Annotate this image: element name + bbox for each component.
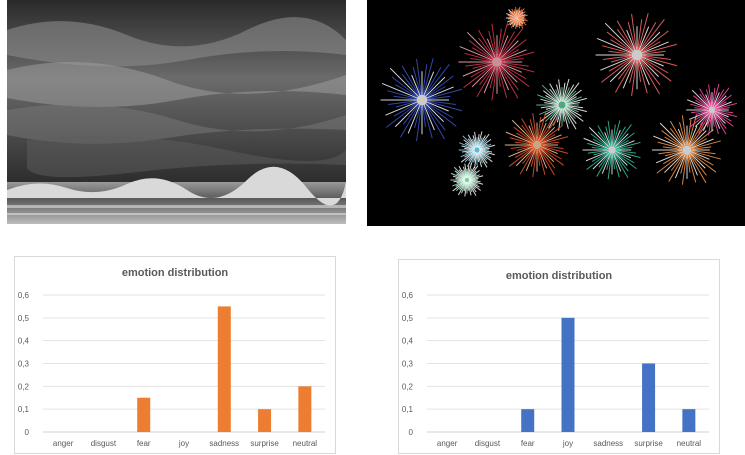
y-tick-label: 0,2 bbox=[402, 382, 414, 391]
bar-neutral bbox=[298, 386, 312, 432]
bar-surprise bbox=[642, 363, 656, 432]
firework-burst bbox=[652, 114, 721, 185]
x-tick-label: neutral bbox=[293, 439, 318, 448]
y-tick-label: 0,5 bbox=[18, 314, 30, 323]
x-tick-label: surprise bbox=[634, 439, 663, 448]
bar-joy bbox=[561, 317, 575, 432]
x-tick-label: joy bbox=[178, 439, 189, 448]
chart-title: emotion distribution bbox=[505, 270, 613, 282]
x-tick-label: surprise bbox=[250, 439, 279, 448]
firework-burst bbox=[504, 112, 569, 177]
y-tick-label: 0,5 bbox=[402, 314, 414, 323]
firework-burst bbox=[686, 83, 738, 136]
bar-sadness bbox=[217, 306, 231, 432]
x-tick-label: joy bbox=[562, 439, 573, 448]
y-tick-label: 0 bbox=[25, 428, 30, 437]
firework-burst bbox=[582, 120, 641, 180]
bar-surprise bbox=[258, 409, 272, 432]
y-tick-label: 0,6 bbox=[18, 291, 30, 300]
bar-neutral bbox=[682, 409, 696, 432]
emotion-chart-right: emotion distribution 0 0,1 0,2 0,3 0,4 0,5 0,6… bbox=[398, 259, 720, 454]
storm-sea-photo bbox=[7, 0, 346, 224]
y-tick-label: 0,4 bbox=[18, 337, 30, 346]
bar-fear bbox=[137, 397, 151, 432]
y-tick-label: 0,3 bbox=[402, 360, 414, 369]
y-tick-label: 0,3 bbox=[18, 360, 30, 369]
fireworks-photo bbox=[367, 0, 745, 226]
bar-fear bbox=[521, 409, 535, 432]
y-tick-label: 0 bbox=[409, 428, 414, 437]
y-tick-label: 0,1 bbox=[402, 405, 414, 414]
chart-plot-right: 0 0,1 0,2 0,3 0,4 0,5 0,6 anger disgust fear joy sa… bbox=[402, 291, 709, 448]
x-tick-label: disgust bbox=[475, 439, 501, 448]
firework-burst bbox=[458, 131, 495, 169]
emotion-chart-left: emotion distribution 0 0,1 0,2 0,3 0,4 0,5 0,6… bbox=[14, 256, 336, 454]
chart-plot-left: 0 0,1 0,2 0,3 0,4 0,5 0,6 anger disgust fear joy sa… bbox=[18, 291, 325, 448]
x-tick-label: fear bbox=[137, 439, 151, 448]
y-tick-label: 0,4 bbox=[402, 337, 414, 346]
x-tick-label: fear bbox=[521, 439, 535, 448]
firework-burst bbox=[505, 6, 528, 30]
chart-title: emotion distribution bbox=[121, 267, 229, 279]
firework-burst bbox=[536, 78, 588, 131]
firework-burst bbox=[380, 58, 463, 142]
y-tick-label: 0,1 bbox=[18, 405, 30, 414]
x-tick-label: anger bbox=[437, 439, 458, 448]
x-tick-label: anger bbox=[53, 439, 74, 448]
x-tick-label: disgust bbox=[91, 439, 117, 448]
firework-burst bbox=[450, 163, 484, 197]
x-tick-label: sadness bbox=[209, 439, 239, 448]
x-tick-label: neutral bbox=[677, 439, 702, 448]
x-tick-label: sadness bbox=[593, 439, 623, 448]
firework-burst bbox=[595, 13, 678, 97]
y-tick-label: 0,6 bbox=[402, 291, 414, 300]
y-tick-label: 0,2 bbox=[18, 382, 30, 391]
firework-burst bbox=[458, 22, 535, 101]
